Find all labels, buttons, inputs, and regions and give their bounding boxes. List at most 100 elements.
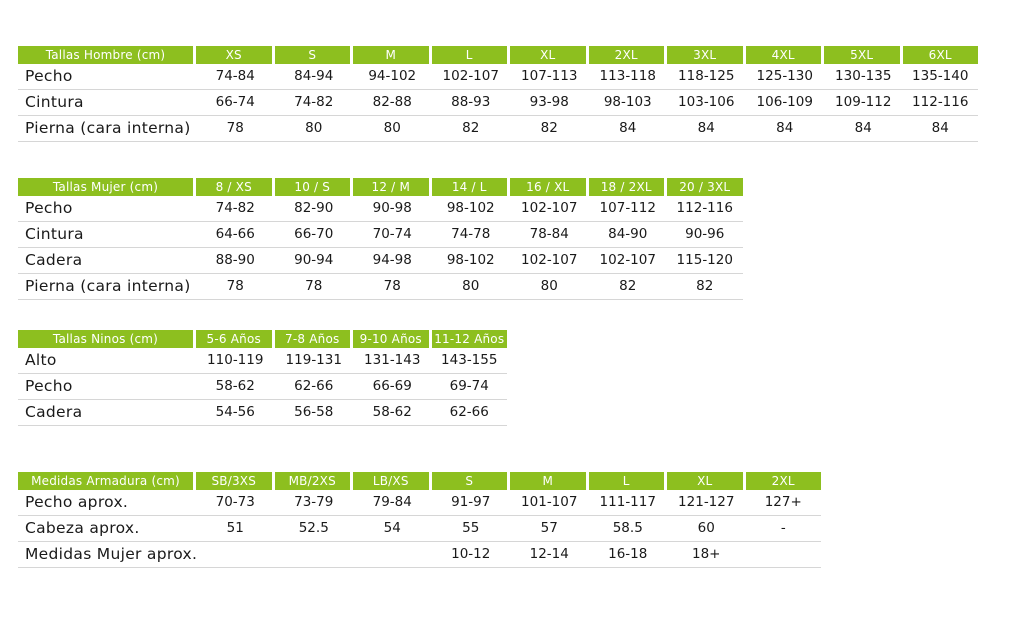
table-title: Tallas Hombre (cm) bbox=[18, 46, 193, 64]
table-cell: 131-143 bbox=[353, 348, 432, 374]
table-cell bbox=[353, 542, 432, 568]
table-cell: 82-90 bbox=[274, 196, 353, 222]
table-cell: 119-131 bbox=[274, 348, 353, 374]
table-cell: 66-70 bbox=[274, 222, 353, 248]
table-cell: 90-96 bbox=[667, 222, 743, 248]
table-cell: 58.5 bbox=[588, 516, 667, 542]
column-header: 10 / S bbox=[274, 178, 350, 196]
table-cell: 84-90 bbox=[588, 222, 667, 248]
table-cell: 102-107 bbox=[510, 196, 589, 222]
table-cell: 102-107 bbox=[588, 248, 667, 274]
table-cell bbox=[196, 542, 275, 568]
table-cell: 82-88 bbox=[353, 90, 432, 116]
table-cell: 80 bbox=[431, 274, 510, 300]
table-cell: 82 bbox=[510, 116, 589, 142]
row-label: Alto bbox=[18, 348, 196, 374]
table-title: Tallas Ninos (cm) bbox=[18, 330, 193, 348]
table-cell: 78 bbox=[353, 274, 432, 300]
column-header: 20 / 3XL bbox=[667, 178, 743, 196]
row-label: Medidas Mujer aprox. bbox=[18, 542, 197, 568]
row-label: Cadera bbox=[18, 248, 196, 274]
table-cell: 74-78 bbox=[431, 222, 510, 248]
row-label: Pierna (cara interna) bbox=[18, 116, 196, 142]
table-cell: 66-69 bbox=[353, 374, 432, 400]
column-header: 14 / L bbox=[431, 178, 507, 196]
table-cell: 12-14 bbox=[510, 542, 589, 568]
table-cell: 88-93 bbox=[431, 90, 510, 116]
table-cell: 94-102 bbox=[353, 64, 432, 90]
table-cell: 90-98 bbox=[353, 196, 432, 222]
row-label: Cadera bbox=[18, 400, 196, 426]
table-cell: 102-107 bbox=[510, 248, 589, 274]
table-cell: 98-102 bbox=[431, 248, 510, 274]
column-header: 12 / M bbox=[353, 178, 429, 196]
table-cell: 62-66 bbox=[274, 374, 353, 400]
table-cell: 51 bbox=[196, 516, 275, 542]
table-cell: 84 bbox=[667, 116, 746, 142]
table-cell: 125-130 bbox=[745, 64, 824, 90]
table-cell: 54-56 bbox=[196, 400, 275, 426]
table-cell: 109-112 bbox=[824, 90, 903, 116]
column-header: 8 / XS bbox=[196, 178, 272, 196]
table-cell: 113-118 bbox=[588, 64, 667, 90]
table-cell: 78 bbox=[274, 274, 353, 300]
table-cell: 84 bbox=[824, 116, 903, 142]
table-cell: 70-74 bbox=[353, 222, 432, 248]
table-cell: 74-82 bbox=[196, 196, 275, 222]
column-header: 7-8 Años bbox=[274, 330, 350, 348]
table-cell: 58-62 bbox=[196, 374, 275, 400]
column-header: 11-12 Años bbox=[431, 330, 507, 348]
table-cell: 101-107 bbox=[510, 490, 589, 516]
table-cell: 106-109 bbox=[745, 90, 824, 116]
column-header: 2XL bbox=[745, 472, 821, 490]
table-cell: 84-94 bbox=[274, 64, 353, 90]
table-cell: 98-102 bbox=[431, 196, 510, 222]
table-cell: 82 bbox=[431, 116, 510, 142]
table-cell: 82 bbox=[667, 274, 743, 300]
row-label: Pecho aprox. bbox=[18, 490, 196, 516]
column-header: S bbox=[431, 472, 507, 490]
size-table-ninos: Tallas Ninos (cm) 5-6 Años 7-8 Años 9-10 Añ… bbox=[18, 330, 507, 426]
row-label: Pierna (cara interna) bbox=[18, 274, 196, 300]
table-cell: 91-97 bbox=[431, 490, 510, 516]
size-table-armadura: Medidas Armadura (cm) SB/3XS MB/2XS LB/XS S M… bbox=[18, 472, 821, 568]
table-cell: 58-62 bbox=[353, 400, 432, 426]
table-cell: 55 bbox=[431, 516, 510, 542]
table-cell: 82 bbox=[588, 274, 667, 300]
row-label: Pecho bbox=[18, 196, 196, 222]
table-cell: 115-120 bbox=[667, 248, 743, 274]
table-cell: 74-84 bbox=[196, 64, 275, 90]
table-cell: 80 bbox=[353, 116, 432, 142]
column-header: 5XL bbox=[824, 46, 900, 64]
table-cell: 64-66 bbox=[196, 222, 275, 248]
table-cell bbox=[745, 542, 821, 568]
table-cell: 62-66 bbox=[431, 400, 507, 426]
table-cell: 16-18 bbox=[588, 542, 667, 568]
table-cell: 110-119 bbox=[196, 348, 275, 374]
column-header: SB/3XS bbox=[196, 472, 272, 490]
table-cell: 88-90 bbox=[196, 248, 275, 274]
table-cell bbox=[274, 542, 353, 568]
column-header: L bbox=[431, 46, 507, 64]
column-header: XL bbox=[510, 46, 586, 64]
table-cell: 79-84 bbox=[353, 490, 432, 516]
column-header: 3XL bbox=[667, 46, 743, 64]
table-cell: 143-155 bbox=[431, 348, 507, 374]
table-cell: 112-116 bbox=[902, 90, 978, 116]
column-header: 6XL bbox=[902, 46, 978, 64]
column-header: MB/2XS bbox=[274, 472, 350, 490]
table-title: Tallas Mujer (cm) bbox=[18, 178, 193, 196]
table-cell: 74-82 bbox=[274, 90, 353, 116]
table-cell: 107-112 bbox=[588, 196, 667, 222]
column-header: L bbox=[588, 472, 664, 490]
row-label: Cintura bbox=[18, 90, 196, 116]
table-cell: 56-58 bbox=[274, 400, 353, 426]
column-header: 4XL bbox=[745, 46, 821, 64]
table-cell: 78 bbox=[196, 116, 275, 142]
column-header: S bbox=[274, 46, 350, 64]
table-cell: - bbox=[745, 516, 821, 542]
row-label: Cabeza aprox. bbox=[18, 516, 196, 542]
table-cell: 18+ bbox=[667, 542, 746, 568]
table-cell: 118-125 bbox=[667, 64, 746, 90]
column-header: LB/XS bbox=[353, 472, 429, 490]
